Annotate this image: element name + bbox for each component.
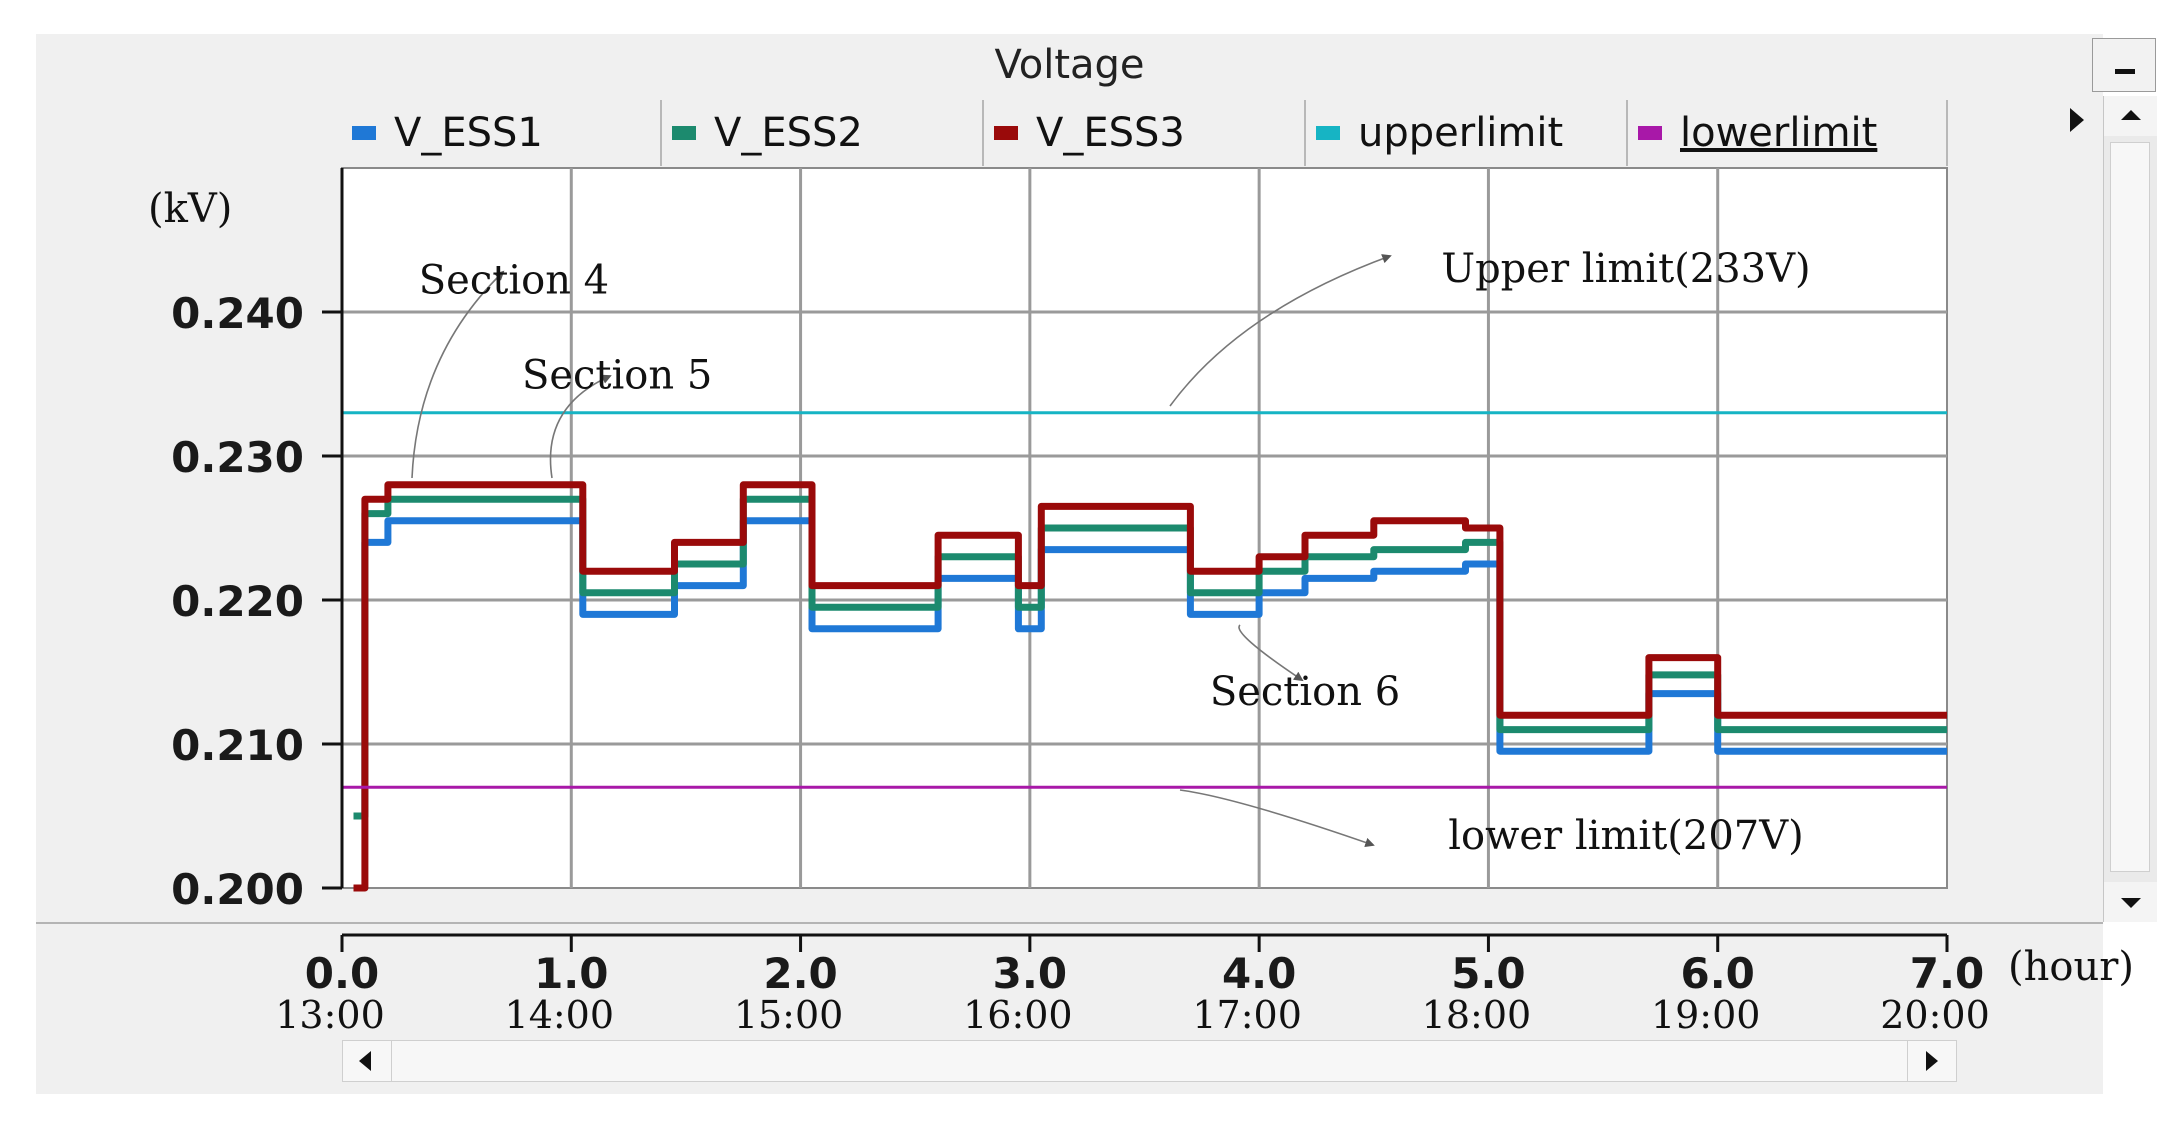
x-tick-time-label: 15:00 bbox=[734, 993, 844, 1037]
minimize-icon bbox=[2115, 69, 2135, 74]
axes: 0.200 0.210 0.220 0.230 0.240 0.013:00 1.014:0… bbox=[148, 168, 2134, 1037]
scroll-down-button[interactable] bbox=[2104, 882, 2157, 922]
x-tick-time-label: 14:00 bbox=[505, 993, 615, 1037]
annotation-leader-line bbox=[411, 270, 505, 479]
legend-swatch-v-ess2 bbox=[672, 126, 696, 140]
legend-label-v-ess1: V_ESS1 bbox=[394, 110, 543, 156]
x-tick-label: 0.0 bbox=[305, 949, 379, 998]
horizontal-scrollbar[interactable] bbox=[342, 1040, 1957, 1082]
vertical-scroll-track[interactable] bbox=[2110, 142, 2150, 872]
x-axis-label: (hour) bbox=[2008, 944, 2134, 990]
y-tick-label: 0.240 bbox=[171, 289, 304, 338]
y-tick-label: 0.200 bbox=[171, 865, 304, 914]
legend-swatch-v-ess3 bbox=[994, 126, 1018, 140]
arrow-left-icon bbox=[359, 1051, 371, 1071]
scroll-right-button[interactable] bbox=[1907, 1041, 1956, 1081]
arrow-down-icon bbox=[2121, 898, 2141, 908]
x-tick-time-label: 18:00 bbox=[1422, 993, 1532, 1037]
x-tick-label: 3.0 bbox=[993, 949, 1067, 998]
x-tick-time-label: 17:00 bbox=[1192, 993, 1302, 1037]
x-tick-label: 4.0 bbox=[1222, 949, 1296, 998]
legend-item-v-ess2[interactable]: V_ESS2 bbox=[662, 100, 984, 166]
x-tick-label: 7.0 bbox=[1910, 949, 1984, 998]
legend-item-upperlimit[interactable]: upperlimit bbox=[1306, 100, 1628, 166]
y-tick-label: 0.210 bbox=[171, 721, 304, 770]
annotation-leader-line bbox=[549, 374, 612, 479]
x-tick-time-label: 16:00 bbox=[963, 993, 1073, 1037]
x-tick-label: 1.0 bbox=[534, 949, 608, 998]
x-tick-label: 5.0 bbox=[1451, 949, 1525, 998]
annotation-label: lower limit(207V) bbox=[1448, 813, 1803, 859]
legend-label-lowerlimit: lowerlimit bbox=[1680, 110, 1878, 156]
annotation-label: Section 5 bbox=[522, 352, 712, 398]
annotation-label: Upper limit(233V) bbox=[1441, 246, 1810, 292]
annotation-leader-line bbox=[1169, 254, 1392, 407]
y-tick-label: 0.220 bbox=[171, 577, 304, 626]
legend-swatch-v-ess1 bbox=[352, 126, 376, 140]
legend-scroll-arrow-icon[interactable] bbox=[2070, 108, 2084, 132]
scroll-left-button[interactable] bbox=[343, 1041, 392, 1081]
y-axis-label: (kV) bbox=[148, 186, 232, 232]
legend-label-v-ess2: V_ESS2 bbox=[714, 110, 863, 156]
annotation-label: Section 4 bbox=[419, 257, 609, 303]
y-tick-label: 0.230 bbox=[171, 433, 304, 482]
legend-item-v-ess3[interactable]: V_ESS3 bbox=[984, 100, 1306, 166]
x-tick-label: 2.0 bbox=[763, 949, 837, 998]
arrow-right-icon bbox=[1926, 1051, 1938, 1071]
legend-item-v-ess1[interactable]: V_ESS1 bbox=[342, 100, 662, 166]
arrow-up-icon bbox=[2121, 110, 2141, 120]
legend: V_ESS1 V_ESS2 V_ESS3 upperlimit lowerlim… bbox=[342, 100, 1948, 166]
x-tick-time-label: 19:00 bbox=[1651, 993, 1761, 1037]
legend-swatch-lowerlimit bbox=[1638, 126, 1662, 140]
annotation-leader-line bbox=[1179, 789, 1375, 848]
series-line-v-ess3 bbox=[353, 481, 1947, 892]
legend-label-upperlimit: upperlimit bbox=[1358, 110, 1564, 156]
scroll-up-button[interactable] bbox=[2104, 96, 2157, 136]
minimize-button[interactable] bbox=[2092, 38, 2156, 92]
x-tick-time-label: 20:00 bbox=[1880, 993, 1990, 1037]
window-title: Voltage bbox=[994, 42, 1145, 88]
annotation-leader-line bbox=[1238, 624, 1304, 682]
x-tick-label: 6.0 bbox=[1681, 949, 1755, 998]
legend-swatch-upperlimit bbox=[1316, 126, 1340, 140]
x-tick-time-label: 13:00 bbox=[275, 993, 385, 1037]
vertical-scrollbar[interactable] bbox=[2103, 96, 2157, 922]
annotations: Section 4 Section 5 Section 6 Upper limit(2… bbox=[411, 246, 1811, 859]
legend-item-lowerlimit[interactable]: lowerlimit bbox=[1628, 100, 1948, 166]
legend-label-v-ess3: V_ESS3 bbox=[1036, 110, 1185, 156]
title-bar: Voltage bbox=[36, 34, 2103, 97]
grid bbox=[342, 168, 1947, 888]
series-layer bbox=[342, 411, 1947, 892]
annotation-label: Section 6 bbox=[1210, 669, 1400, 715]
